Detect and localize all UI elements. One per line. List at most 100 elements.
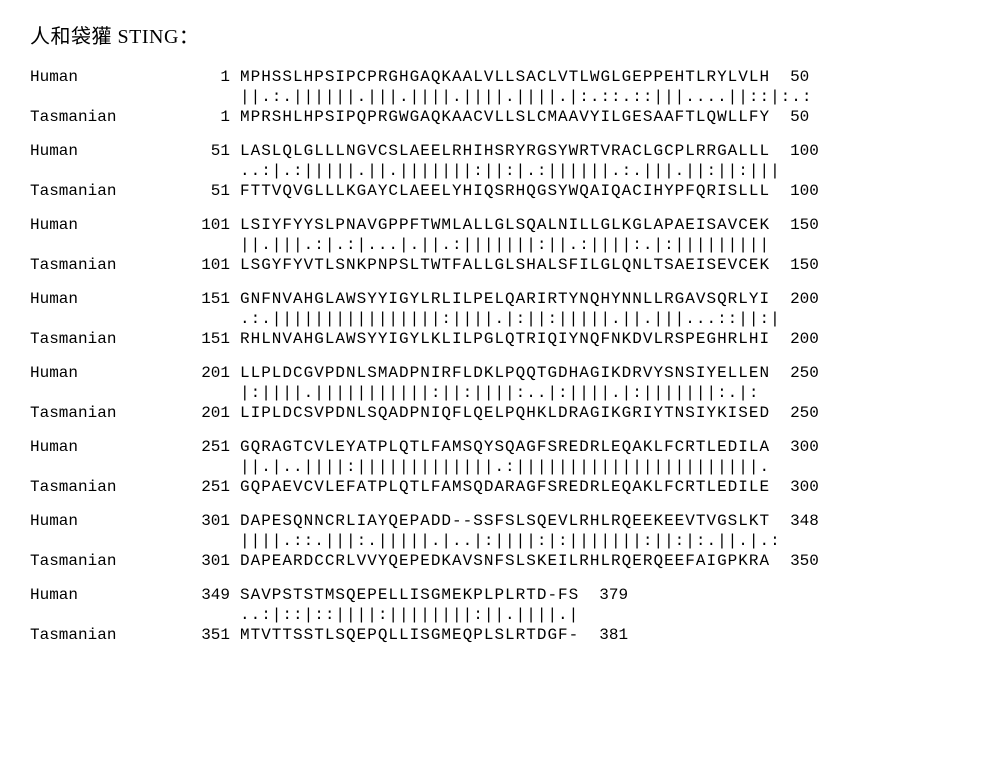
human-label: Human: [30, 363, 150, 383]
match-row: ||.:.||||||.|||.||||.||||.||||.|:.::.::|…: [30, 87, 970, 107]
human-start-pos: 101: [150, 215, 240, 235]
match-sequence: ||.|||.:|.:|...|.||.:|||||||:||.:||||:.|…: [240, 235, 770, 255]
match-end-pos: [759, 383, 779, 403]
match-end-pos: [781, 161, 801, 181]
human-label: Human: [30, 141, 150, 161]
alignment-block: Human301DAPESQNNCRLIAYQEPADD--SSFSLSQEVL…: [30, 511, 970, 571]
match-label: [30, 309, 150, 329]
human-sequence: LSIYFYYSLPNAVGPPFTWMLALLGLSQALNILLGLKGLA…: [240, 215, 770, 235]
match-end-pos: [812, 87, 832, 107]
match-row: |:||||.|||||||||||:||:||||:..|:||||.|:||…: [30, 383, 970, 403]
alignment-block: Human101LSIYFYYSLPNAVGPPFTWMLALLGLSQALNI…: [30, 215, 970, 275]
human-label: Human: [30, 67, 150, 87]
match-end-pos: [781, 309, 801, 329]
human-start-pos: 201: [150, 363, 240, 383]
tasmanian-row: Tasmanian201LIPLDCSVPDNLSQADPNIQFLQELPQH…: [30, 403, 970, 423]
tasmanian-end-pos: 350: [770, 551, 819, 571]
match-sequence: ..:|::|::||||:||||||||:||.||||.|: [240, 605, 579, 625]
tasmanian-sequence: GQPAEVCVLEFATPLQTLFAMSQDARAGFSREDRLEQAKL…: [240, 477, 770, 497]
tasmanian-label: Tasmanian: [30, 403, 150, 423]
human-sequence: GQRAGTCVLEYATPLQTLFAMSQYSQAGFSREDRLEQAKL…: [240, 437, 770, 457]
tasmanian-label: Tasmanian: [30, 181, 150, 201]
tasmanian-end-pos: 100: [770, 181, 819, 201]
tasmanian-sequence: FTTVQVGLLLKGAYCLAEELYHIQSRHQGSYWQAIQACIH…: [240, 181, 770, 201]
human-label: Human: [30, 215, 150, 235]
tasmanian-row: Tasmanian301DAPEARDCCRLVVYQEPEDKAVSNFSLS…: [30, 551, 970, 571]
tasmanian-row: Tasmanian351MTVTTSSTLSQEPQLLISGMEQPLSLRT…: [30, 625, 970, 645]
tasmanian-start-pos: 101: [150, 255, 240, 275]
human-row: Human51LASLQLGLLLNGVCSLAEELRHIHSRYRGSYWR…: [30, 141, 970, 161]
tasmanian-sequence: MPRSHLHPSIPQPRGWGAQKAACVLLSLCMAAVYILGESA…: [240, 107, 770, 127]
human-row: Human349SAVPSTSTMSQEPELLISGMEKPLPLRTD-FS…: [30, 585, 970, 605]
human-sequence: DAPESQNNCRLIAYQEPADD--SSFSLSQEVLRHLRQEEK…: [240, 511, 770, 531]
human-end-pos: 379: [579, 585, 628, 605]
figure-title: 人和袋獾 STING：: [30, 20, 970, 49]
tasmanian-start-pos: 51: [150, 181, 240, 201]
tasmanian-label: Tasmanian: [30, 329, 150, 349]
tasmanian-end-pos: 200: [770, 329, 819, 349]
human-row: Human201LLPLDCGVPDNLSMADPNIRFLDKLPQQTGDH…: [30, 363, 970, 383]
alignment-block: Human1MPHSSLHPSIPCPRGHGAQKAALVLLSACLVTLW…: [30, 67, 970, 127]
tasmanian-end-pos: 300: [770, 477, 819, 497]
human-start-pos: 151: [150, 289, 240, 309]
alignment-block: Human349SAVPSTSTMSQEPELLISGMEKPLPLRTD-FS…: [30, 585, 970, 645]
human-label: Human: [30, 511, 150, 531]
match-label: [30, 605, 150, 625]
tasmanian-end-pos: 250: [770, 403, 819, 423]
match-label: [30, 87, 150, 107]
human-label: Human: [30, 585, 150, 605]
alignment-block: Human151GNFNVAHGLAWSYYIGYLRLILPELQARIRTY…: [30, 289, 970, 349]
tasmanian-start-pos: 301: [150, 551, 240, 571]
tasmanian-label: Tasmanian: [30, 625, 150, 645]
match-end-pos: [781, 531, 801, 551]
human-end-pos: 200: [770, 289, 819, 309]
tasmanian-start-pos: 251: [150, 477, 240, 497]
tasmanian-label: Tasmanian: [30, 477, 150, 497]
human-start-pos: 349: [150, 585, 240, 605]
tasmanian-row: Tasmanian51FTTVQVGLLLKGAYCLAEELYHIQSRHQG…: [30, 181, 970, 201]
tasmanian-sequence: MTVTTSSTLSQEPQLLISGMEQPLSLRTDGF-: [240, 625, 579, 645]
human-start-pos: 251: [150, 437, 240, 457]
human-end-pos: 300: [770, 437, 819, 457]
human-end-pos: 100: [770, 141, 819, 161]
tasmanian-sequence: LSGYFYVTLSNKPNPSLTWTFALLGLSHALSFILGLQNLT…: [240, 255, 770, 275]
tasmanian-row: Tasmanian101LSGYFYVTLSNKPNPSLTWTFALLGLSH…: [30, 255, 970, 275]
tasmanian-end-pos: 150: [770, 255, 819, 275]
human-row: Human101LSIYFYYSLPNAVGPPFTWMLALLGLSQALNI…: [30, 215, 970, 235]
match-label: [30, 161, 150, 181]
match-start-pos: [150, 605, 240, 625]
human-row: Human151GNFNVAHGLAWSYYIGYLRLILPELQARIRTY…: [30, 289, 970, 309]
match-row: ||.|||.:|.:|...|.||.:|||||||:||.:||||:.|…: [30, 235, 970, 255]
match-row: ..:|.:|||||.||.|||||||:||:|.:||||||.:.||…: [30, 161, 970, 181]
match-sequence: ||.|..||||:|||||||||||||.:||||||||||||||…: [240, 457, 770, 477]
match-start-pos: [150, 161, 240, 181]
human-start-pos: 51: [150, 141, 240, 161]
human-row: Human1MPHSSLHPSIPCPRGHGAQKAALVLLSACLVTLW…: [30, 67, 970, 87]
tasmanian-start-pos: 201: [150, 403, 240, 423]
match-row: ||.|..||||:|||||||||||||.:||||||||||||||…: [30, 457, 970, 477]
match-end-pos: [770, 457, 790, 477]
human-start-pos: 1: [150, 67, 240, 87]
match-sequence: ..:|.:|||||.||.|||||||:||:|.:||||||.:.||…: [240, 161, 781, 181]
sequence-alignment-container: Human1MPHSSLHPSIPCPRGHGAQKAALVLLSACLVTLW…: [30, 67, 970, 645]
human-end-pos: 348: [770, 511, 819, 531]
human-sequence: GNFNVAHGLAWSYYIGYLRLILPELQARIRTYNQHYNNLL…: [240, 289, 770, 309]
match-end-pos: [770, 235, 790, 255]
match-start-pos: [150, 87, 240, 107]
tasmanian-label: Tasmanian: [30, 255, 150, 275]
human-end-pos: 150: [770, 215, 819, 235]
match-start-pos: [150, 531, 240, 551]
tasmanian-label: Tasmanian: [30, 551, 150, 571]
tasmanian-start-pos: 351: [150, 625, 240, 645]
match-start-pos: [150, 383, 240, 403]
match-sequence: .:.||||||||||||||||:||||.|:||:|||||.||.|…: [240, 309, 781, 329]
match-end-pos: [579, 605, 599, 625]
tasmanian-row: Tasmanian1MPRSHLHPSIPQPRGWGAQKAACVLLSLCM…: [30, 107, 970, 127]
match-sequence: ||||.::.|||:.|||||.|..|:||||:|:|||||||:|…: [240, 531, 781, 551]
tasmanian-label: Tasmanian: [30, 107, 150, 127]
human-end-pos: 50: [770, 67, 809, 87]
human-sequence: MPHSSLHPSIPCPRGHGAQKAALVLLSACLVTLWGLGEPP…: [240, 67, 770, 87]
tasmanian-sequence: DAPEARDCCRLVVYQEPEDKAVSNFSLSKEILRHLRQERQ…: [240, 551, 770, 571]
alignment-block: Human51LASLQLGLLLNGVCSLAEELRHIHSRYRGSYWR…: [30, 141, 970, 201]
match-label: [30, 457, 150, 477]
